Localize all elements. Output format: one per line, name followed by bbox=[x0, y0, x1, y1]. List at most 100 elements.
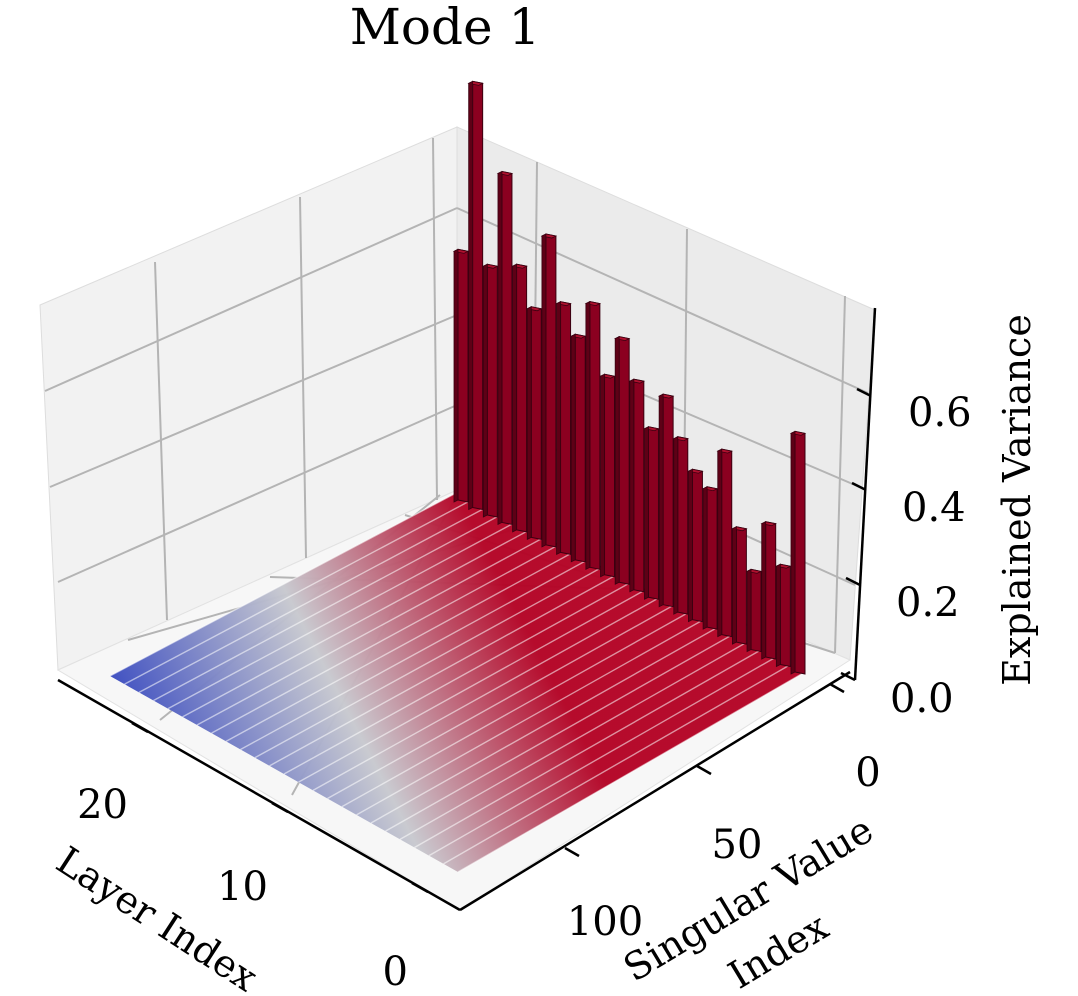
z-tick-label: 0.0 bbox=[890, 676, 954, 722]
y-tick-mark bbox=[564, 846, 580, 858]
bar bbox=[472, 80, 484, 511]
z-tick-label: 0.2 bbox=[896, 580, 960, 626]
z-tick-mark bbox=[840, 671, 856, 682]
bar-side bbox=[497, 170, 503, 526]
bar-side bbox=[702, 486, 708, 630]
bar bbox=[677, 436, 689, 615]
surface-row bbox=[283, 581, 632, 775]
bar-side bbox=[717, 448, 723, 638]
surface-row bbox=[182, 528, 531, 718]
z-axis-line bbox=[853, 307, 877, 681]
bar-side bbox=[644, 426, 649, 600]
surface-row bbox=[414, 648, 762, 849]
bar bbox=[530, 306, 542, 541]
surface-row bbox=[385, 633, 734, 832]
y-tick-label: 50 bbox=[712, 822, 763, 868]
y-tick-mark bbox=[696, 764, 712, 776]
surface-row bbox=[443, 663, 791, 865]
bar bbox=[604, 373, 616, 578]
bar-side bbox=[585, 300, 591, 570]
bar bbox=[457, 248, 469, 503]
grid-line bbox=[57, 404, 458, 583]
surface-row bbox=[457, 671, 806, 873]
surface-row bbox=[370, 626, 719, 824]
bar-side bbox=[746, 568, 752, 653]
z-axis-label: Explained Variance bbox=[995, 314, 1039, 686]
bar-side bbox=[570, 333, 576, 563]
surface-row bbox=[196, 536, 546, 726]
bar-side bbox=[629, 378, 635, 593]
bar-side bbox=[453, 248, 459, 503]
surface-row bbox=[341, 611, 690, 808]
x-tick-mark bbox=[271, 801, 289, 814]
bar bbox=[765, 521, 777, 660]
y-tick-mark bbox=[829, 682, 845, 694]
bar-side bbox=[790, 430, 796, 675]
bar-side bbox=[688, 468, 693, 623]
surface-row bbox=[269, 573, 618, 767]
bar-side bbox=[541, 233, 547, 548]
surface-row bbox=[312, 596, 661, 791]
bar bbox=[779, 563, 791, 668]
surface-row bbox=[138, 506, 488, 693]
bar bbox=[735, 526, 747, 645]
z-tick-label: 0.4 bbox=[902, 485, 966, 531]
surface-row bbox=[428, 656, 777, 857]
bar-side bbox=[556, 301, 561, 555]
surface-row bbox=[240, 558, 589, 751]
bar-side bbox=[731, 526, 737, 645]
y-tick-label: 0 bbox=[855, 750, 880, 796]
x-tick-label: 0 bbox=[383, 949, 408, 995]
bar-side bbox=[512, 263, 518, 533]
bar bbox=[794, 430, 806, 675]
x-axis-line bbox=[57, 678, 461, 912]
bar bbox=[750, 568, 762, 653]
x-tick-label: 10 bbox=[217, 864, 268, 910]
bar bbox=[501, 170, 513, 526]
bar-side bbox=[673, 436, 679, 615]
surface-row bbox=[124, 498, 473, 685]
bar bbox=[618, 335, 630, 585]
surface-row bbox=[167, 521, 517, 710]
bar-side bbox=[600, 373, 605, 578]
bar-side bbox=[614, 335, 620, 585]
surface-row bbox=[109, 491, 459, 677]
bar bbox=[516, 263, 528, 533]
grid-line bbox=[432, 137, 438, 501]
bar-side bbox=[658, 393, 664, 608]
surface-row bbox=[254, 566, 603, 759]
x-tick-mark bbox=[411, 881, 429, 894]
bar-side bbox=[775, 563, 781, 668]
x-axis-label: Layer Index bbox=[49, 838, 266, 996]
x-tick-mark bbox=[131, 721, 149, 734]
chart-title: Mode 1 bbox=[350, 0, 541, 56]
surface-row bbox=[327, 603, 676, 800]
bar bbox=[691, 468, 703, 623]
grid-line bbox=[44, 207, 458, 392]
z-tick-mark bbox=[851, 481, 867, 492]
z-tick-mark bbox=[845, 576, 861, 587]
bar bbox=[662, 393, 674, 608]
bar bbox=[589, 300, 601, 570]
bar bbox=[486, 263, 498, 518]
surface-row bbox=[399, 641, 748, 840]
z-tick-label: 0.6 bbox=[908, 390, 972, 436]
bar-side bbox=[761, 521, 767, 660]
ticks bbox=[131, 387, 872, 894]
surface-row bbox=[298, 588, 647, 783]
grid-line bbox=[834, 295, 846, 654]
bar bbox=[574, 333, 586, 563]
bar bbox=[706, 486, 718, 630]
bar bbox=[560, 301, 572, 555]
x-tick-label: 20 bbox=[77, 782, 128, 828]
bar bbox=[721, 448, 733, 638]
surface-stripes bbox=[109, 491, 806, 873]
y-tick-label: 100 bbox=[567, 899, 643, 945]
grid-line bbox=[456, 207, 869, 394]
grid-line bbox=[299, 196, 307, 559]
bar-side bbox=[482, 263, 488, 518]
bar bbox=[545, 233, 557, 548]
surface-row bbox=[225, 551, 575, 742]
surface-row bbox=[153, 513, 502, 702]
y-axis-line bbox=[459, 670, 851, 912]
